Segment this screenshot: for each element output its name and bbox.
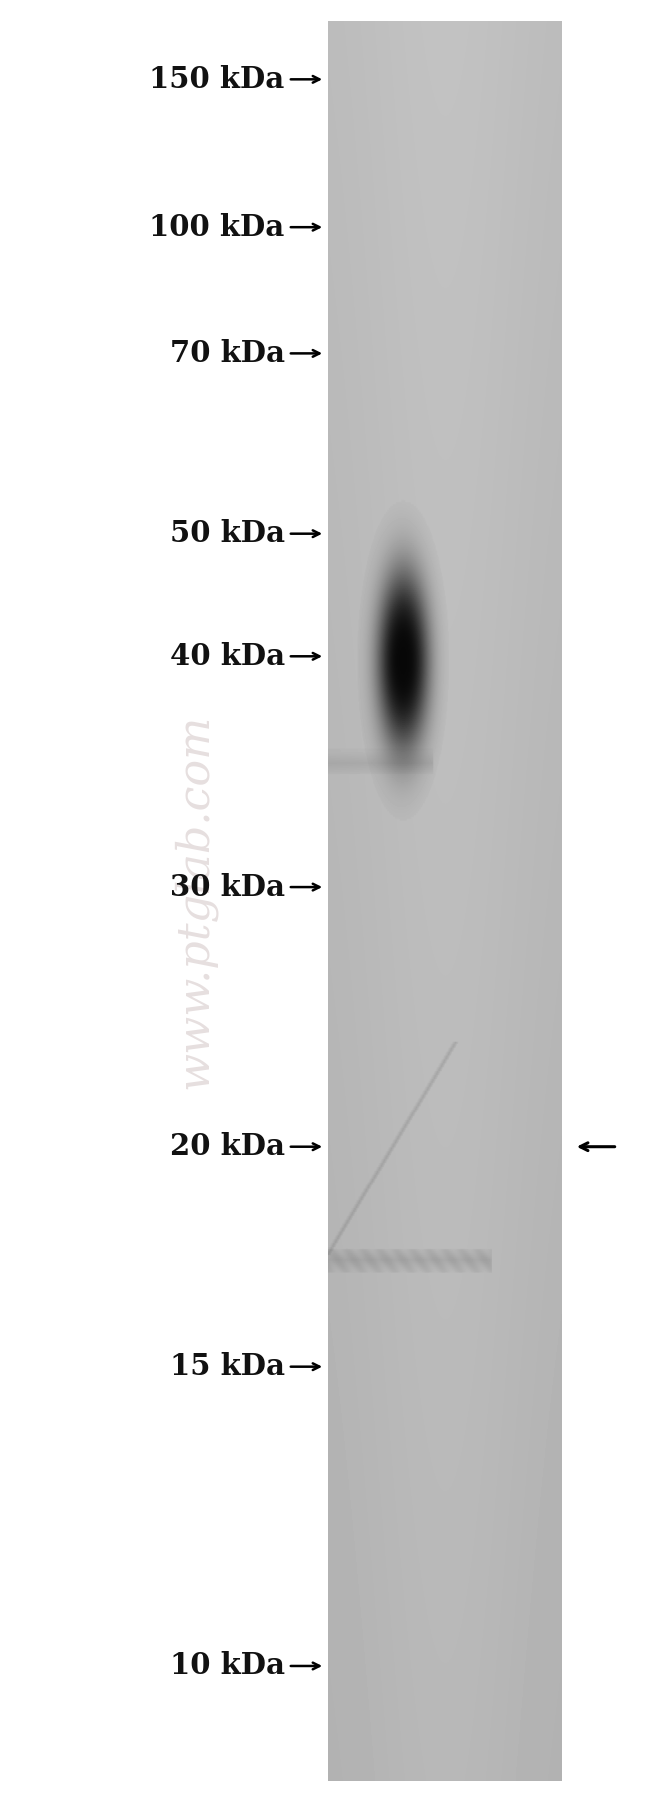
Text: 15 kDa: 15 kDa [170,1352,285,1381]
Text: 40 kDa: 40 kDa [170,642,285,671]
Text: 20 kDa: 20 kDa [170,1132,285,1161]
Text: 100 kDa: 100 kDa [150,213,285,242]
Text: 30 kDa: 30 kDa [170,873,285,902]
Text: 70 kDa: 70 kDa [170,339,285,368]
Text: 50 kDa: 50 kDa [170,519,285,548]
Text: 150 kDa: 150 kDa [150,65,285,94]
Text: www.ptglab.com: www.ptglab.com [173,714,217,1089]
Text: 10 kDa: 10 kDa [170,1652,285,1680]
